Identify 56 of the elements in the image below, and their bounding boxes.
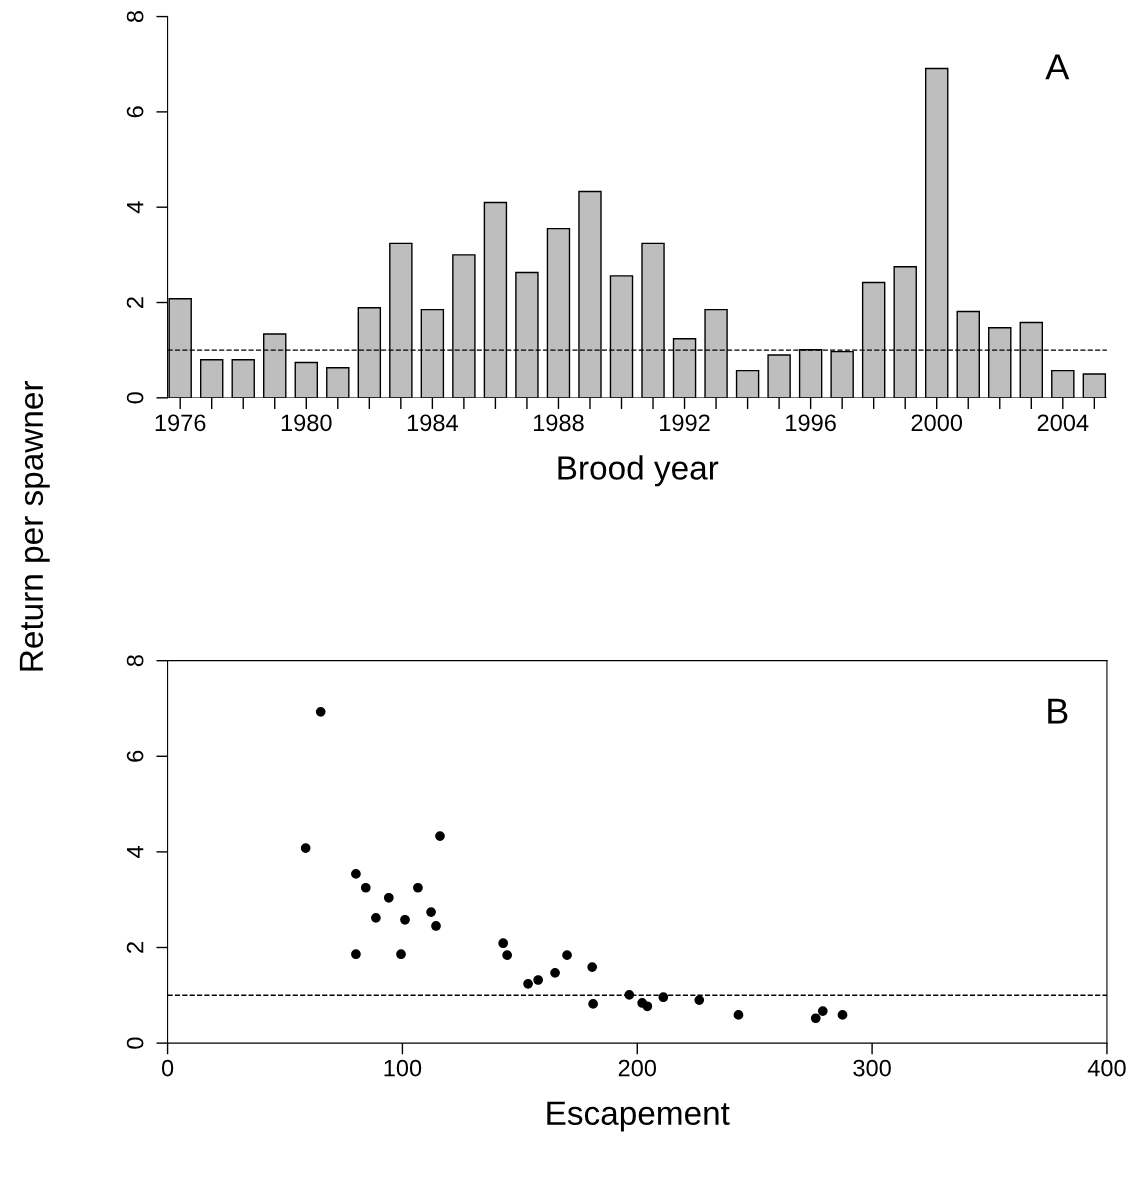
point xyxy=(562,950,572,961)
x-tick-label: 1988 xyxy=(533,414,584,432)
annotation: A xyxy=(1045,54,1070,80)
x-tick-label: 1984 xyxy=(407,414,458,432)
y-tick-label: 6 xyxy=(126,750,144,762)
point xyxy=(400,914,410,925)
x-axis-title: Brood year xyxy=(558,455,719,487)
point xyxy=(413,882,423,893)
point xyxy=(837,1010,848,1020)
point xyxy=(502,950,513,961)
point xyxy=(550,967,560,978)
y-tick-label: 4 xyxy=(126,201,144,214)
point xyxy=(315,706,326,717)
y-tick-label: 0 xyxy=(126,392,144,404)
point xyxy=(694,995,705,1005)
point xyxy=(810,1013,821,1024)
point xyxy=(431,921,441,931)
annotation: B xyxy=(1048,698,1068,724)
x-tick-label: 0 xyxy=(161,1059,174,1077)
x-tick-label: 1992 xyxy=(660,414,710,432)
x-tick-label: 2000 xyxy=(911,414,963,432)
point xyxy=(351,949,361,960)
y-axis-title: Return per spawner xyxy=(19,381,50,671)
point xyxy=(351,869,361,879)
y-tick-label: 2 xyxy=(126,942,144,953)
y-tick-label: 6 xyxy=(126,106,144,118)
x-tick-label: 100 xyxy=(384,1059,422,1077)
x-tick-label: 200 xyxy=(618,1059,657,1077)
x-tick-label: 400 xyxy=(1087,1059,1126,1077)
point xyxy=(371,912,381,923)
y-tick-label: 8 xyxy=(126,11,144,23)
x-tick-label: 1976 xyxy=(155,414,206,432)
x-tick-label: 2004 xyxy=(1037,414,1089,432)
point xyxy=(383,892,394,903)
x-axis-title: Escapement xyxy=(547,1101,730,1132)
point xyxy=(360,882,371,893)
point xyxy=(426,907,436,917)
point xyxy=(533,975,544,985)
y-tick-label: 2 xyxy=(126,297,144,308)
point xyxy=(587,962,598,972)
y-tick-label: 8 xyxy=(126,655,144,667)
point xyxy=(498,938,509,949)
y-tick-label: 4 xyxy=(126,846,144,858)
point xyxy=(817,1006,828,1016)
point xyxy=(523,978,533,989)
x-tick-label: 300 xyxy=(853,1059,891,1077)
point xyxy=(658,992,669,1003)
point xyxy=(588,999,598,1009)
x-tick-label: 1980 xyxy=(281,414,332,432)
point xyxy=(435,831,445,841)
point xyxy=(300,843,311,853)
y-tick-label: 0 xyxy=(126,1037,144,1049)
point xyxy=(642,1001,653,1012)
point xyxy=(733,1010,744,1020)
point xyxy=(396,949,406,960)
x-tick-label: 1996 xyxy=(786,414,836,432)
